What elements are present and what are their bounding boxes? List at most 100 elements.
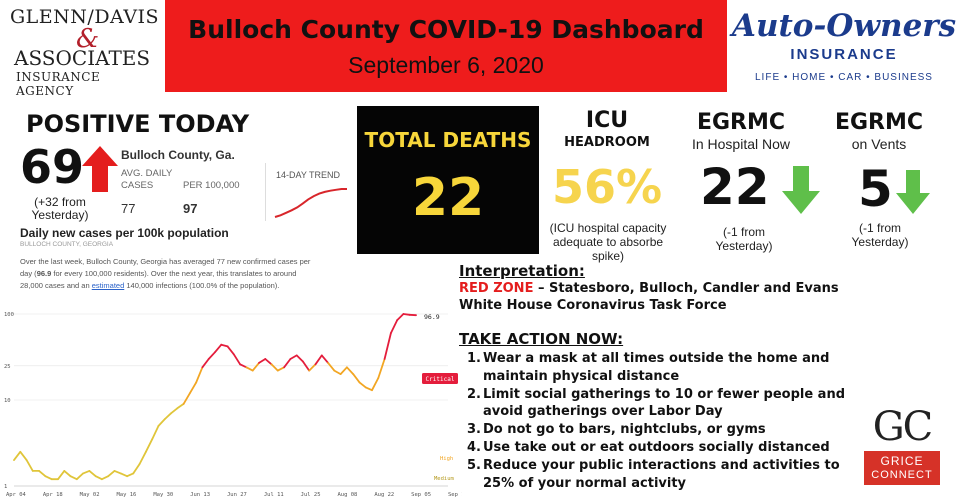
series-segment xyxy=(182,392,191,405)
icu-title: ICU xyxy=(585,108,629,133)
action-item: 2. Limit social gatherings to 10 or fewer… xyxy=(467,386,862,422)
daily-cases-chart: 100 25 10 1 Apr 04 Apr 18 May 02 May 16 May 30 J… xyxy=(4,312,462,498)
x-tick-label: Aug 22 xyxy=(374,492,394,498)
series-segment xyxy=(188,381,198,395)
y-tick-label: 100 xyxy=(4,312,14,318)
page-date: September 6, 2020 xyxy=(348,52,544,78)
y-tick-label: 10 xyxy=(4,398,11,404)
x-tick-label: Jun 13 xyxy=(190,492,210,498)
egrmc-vents-note: (-1 from Yesterday) xyxy=(851,221,909,249)
series-segment xyxy=(270,363,279,372)
county-name: Bulloch County, Ga. xyxy=(121,148,235,162)
action-text: Use take out or eat outdoors socially di… xyxy=(483,439,830,455)
auto-owners-insurance: INSURANCE xyxy=(790,46,898,63)
cases-heading: Daily new cases per 100k population xyxy=(20,226,229,240)
series-segment xyxy=(176,403,185,410)
series-segment xyxy=(82,469,91,475)
series-segment xyxy=(276,366,286,372)
x-tick-label: Aug 08 xyxy=(338,492,358,498)
series-segment xyxy=(345,366,355,375)
avg-daily-cases-label: AVG. DAILY CASES xyxy=(121,168,173,191)
action-list: 1. Wear a mask at all times outside the h… xyxy=(467,350,862,492)
series-segment xyxy=(232,353,242,366)
series-segment xyxy=(383,332,392,360)
series-segment xyxy=(320,354,330,364)
arrow-down-icon xyxy=(782,166,820,214)
series-segment xyxy=(220,343,229,348)
cases-desc-part2: for every 100,000 residents). Over the n… xyxy=(20,269,297,290)
series-segment xyxy=(113,469,122,475)
x-tick-label: May 02 xyxy=(80,492,100,498)
estimated-link[interactable]: estimated xyxy=(91,281,125,290)
per-100k-value: 97 xyxy=(183,201,198,216)
y-tick-label: 25 xyxy=(4,364,11,370)
title-banner: Bulloch County COVID-19 Dashboard Septem… xyxy=(165,0,727,92)
chart-end-label: 96.9 xyxy=(424,313,440,321)
series-segment xyxy=(88,469,97,478)
series-segment xyxy=(352,373,361,384)
egrmc-vents-value: 5 xyxy=(858,160,893,218)
positive-today-change: (+32 from Yesterday) xyxy=(31,195,89,222)
action-number: 3. xyxy=(467,422,481,438)
series-segment xyxy=(377,358,386,379)
series-segment xyxy=(207,351,216,360)
divider xyxy=(265,163,266,221)
interpretation-line-1: RED ZONE – Statesboro, Bulloch, Candler … xyxy=(459,281,839,296)
series-segment xyxy=(25,459,34,472)
take-action-heading: TAKE ACTION NOW: xyxy=(459,330,624,348)
high-zone-label: High xyxy=(440,456,453,462)
glenn-davis-logo: GLENN/DAVIS & ASSOCIATES INSURANCE AGENC… xyxy=(0,0,162,98)
series-segment xyxy=(358,381,367,389)
series-segment xyxy=(226,345,235,356)
grice-connect-logo: GC GRICE CONNECT xyxy=(862,404,942,486)
x-tick-label: Jul 11 xyxy=(264,492,284,498)
series-segment xyxy=(289,354,298,360)
series-segment xyxy=(44,475,53,481)
total-deaths-label: TOTAL DEATHS xyxy=(364,128,532,152)
series-segment xyxy=(264,358,273,366)
critical-zone-label: Critical xyxy=(426,376,455,383)
series-segment xyxy=(69,475,78,481)
x-tick-label: Sep 05 xyxy=(411,492,431,498)
action-text: Reduce your public interactions and acti… xyxy=(483,457,840,491)
x-tick-label: May 16 xyxy=(117,492,137,498)
series-segment xyxy=(170,407,179,415)
series-segment xyxy=(57,469,66,481)
series-segment xyxy=(38,469,47,478)
x-tick-label: Jul 25 xyxy=(301,492,321,498)
x-tick-label: Apr 18 xyxy=(43,492,63,498)
series-segment xyxy=(239,363,248,369)
series-segment xyxy=(333,369,342,375)
arrow-up-icon xyxy=(82,146,118,192)
series-segment xyxy=(163,412,172,420)
gc-grice-text: GRICE xyxy=(880,454,924,468)
positive-today-value: 69 xyxy=(20,140,85,194)
egrmc-hospital-subtitle: In Hospital Now xyxy=(691,136,791,152)
critical-zone-badge xyxy=(422,373,458,384)
action-item: 4. Use take out or eat outdoors socially … xyxy=(467,439,862,457)
egrmc-hospital-value: 22 xyxy=(700,158,770,216)
x-tick-label: Apr 04 xyxy=(6,492,27,498)
x-tick-label: Sep 19 xyxy=(448,492,462,498)
gc-connect-text: CONNECT xyxy=(871,469,933,481)
x-tick-label: May 30 xyxy=(153,492,173,498)
y-tick-label: 1 xyxy=(4,484,7,490)
series-segment xyxy=(301,360,311,372)
series-segment xyxy=(245,366,254,372)
action-text: Do not go to bars, nightclubs, or gyms xyxy=(483,422,766,438)
auto-owners-name: Auto-Owners xyxy=(731,8,957,44)
red-zone-label: RED ZONE xyxy=(459,281,534,296)
action-item: 1. Wear a mask at all times outside the h… xyxy=(467,350,862,386)
per-100k-label: PER 100,000 xyxy=(183,180,240,191)
action-number: 1. xyxy=(467,351,481,366)
series-segment xyxy=(327,362,336,372)
positive-today-heading: POSITIVE TODAY xyxy=(26,110,250,138)
series-segment xyxy=(364,386,373,392)
cases-desc-part3: 140,000 infections (100.0% of the popula… xyxy=(124,281,280,290)
series-segment xyxy=(126,472,135,478)
series-segment xyxy=(339,366,348,375)
series-segment xyxy=(75,472,84,481)
gc-red-box: GRICE CONNECT xyxy=(864,451,940,485)
series-segment xyxy=(396,313,405,322)
series-segment xyxy=(251,362,260,372)
